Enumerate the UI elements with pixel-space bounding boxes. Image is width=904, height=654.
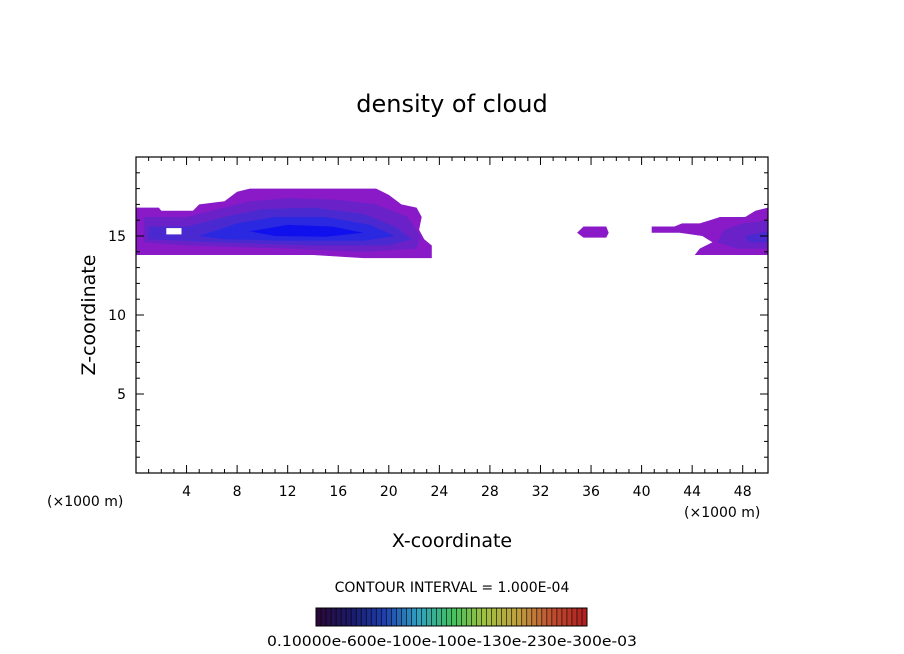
colorbar-swatch [406,608,412,626]
colorbar-swatch [446,608,452,626]
colorbar-swatch [456,608,463,626]
colorbar-swatch [571,608,578,626]
x-tick-label: 48 [734,484,752,500]
colorbar-swatch [511,608,518,626]
y-axis-label: Z-coordinate [78,255,100,376]
colorbar-swatch [536,608,543,626]
x-tick-label: 16 [329,484,347,500]
colorbar [315,607,588,627]
colorbar-swatch [366,608,372,626]
x-tick-label: 12 [279,484,297,500]
x-tick-label: 8 [233,484,242,500]
colorbar-swatch [381,608,387,626]
right-cloud-core [745,231,768,243]
colorbar-swatch [331,608,337,626]
x-tick-label: 40 [633,484,651,500]
colorbar-swatch [336,608,342,626]
colorbar-swatch [501,608,508,626]
colorbar-swatch [546,608,553,626]
colorbar-swatch [436,608,442,626]
x-tick-label: 44 [683,484,701,500]
colorbar-swatch [496,608,503,626]
colorbar-swatch [541,608,548,626]
colorbar-swatch [526,608,533,626]
x-tick-label: 4 [182,484,191,500]
colorbar-swatch [466,608,473,626]
y-tick-labels: 5 10 15 [108,229,126,403]
colorbar-swatch [326,608,332,626]
colorbar-swatch [411,608,417,626]
colorbar-swatch [481,608,488,626]
x-tick-label: 36 [582,484,600,500]
colorbar-swatch [476,608,483,626]
colorbar-swatch [356,608,362,626]
colorbar-swatch [396,608,402,626]
colorbar-swatch [386,608,392,626]
small-cloud-36 [577,226,609,238]
colorbar-swatch [561,608,568,626]
colorbar-swatch [516,608,523,626]
colorbar-swatch [346,608,352,626]
colorbar-swatch [421,608,427,626]
colorbar-swatch [376,608,382,626]
colorbar-swatch [566,608,573,626]
colorbar-labels: 0.10000e-600e-100e-100e-130e-230e-300e-0… [267,634,637,650]
colorbar-swatch [426,608,432,626]
axis-ticks [136,157,768,473]
colorbar-swatch [401,608,407,626]
contour-interval-label: CONTOUR INTERVAL = 1.000E-04 [335,580,570,596]
colorbar-swatch [341,608,347,626]
colorbar-swatch [441,608,447,626]
x-tick-label: 20 [380,484,398,500]
colorbar-swatch [551,608,558,626]
y-tick-label: 5 [117,387,126,403]
colorbar-swatch [316,608,322,626]
x-unit-label-left: (×1000 m) [47,494,123,510]
colorbar-swatch [581,608,588,626]
colorbar-swatch [461,608,468,626]
x-tick-labels: 4 8 12 16 20 24 28 32 36 40 44 48 [182,484,752,500]
colorbar-swatch [521,608,528,626]
y-tick-label: 10 [108,308,126,324]
colorbar-swatch [471,608,478,626]
colorbar-swatch [361,608,367,626]
colorbar-swatch [391,608,397,626]
colorbar-swatch [556,608,563,626]
x-tick-label: 24 [430,484,448,500]
colorbar-swatch [451,608,458,626]
chart-title: density of cloud [356,90,547,118]
colorbar-swatch [431,608,437,626]
cloud-gap [166,228,182,235]
colorbar-frame [315,607,588,627]
colorbar-swatch [506,608,513,626]
colorbar-swatch [491,608,498,626]
colorbar-swatch [486,608,493,626]
x-unit-label-right: (×1000 m) [684,505,760,521]
colorbar-swatch [371,608,377,626]
colorbar-swatch [576,608,583,626]
y-tick-label: 15 [108,229,126,245]
colorbar-swatch [531,608,538,626]
main-cloud-core [249,224,364,237]
colorbar-swatch [351,608,357,626]
x-axis-label: X-coordinate [392,530,512,552]
x-tick-label: 28 [481,484,499,500]
cloud-contour-fill [136,188,768,259]
colorbar-swatch [416,608,422,626]
colorbar-swatch [321,608,327,626]
x-tick-label: 32 [532,484,550,500]
